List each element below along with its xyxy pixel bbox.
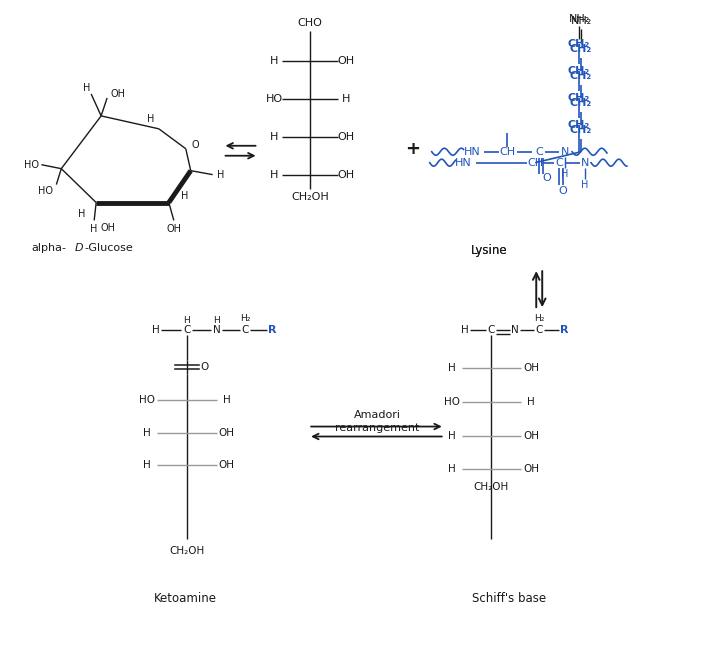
Text: H: H xyxy=(270,170,279,180)
Text: OH: OH xyxy=(166,224,182,234)
Text: Schiff's base: Schiff's base xyxy=(473,592,547,605)
Text: OH: OH xyxy=(523,464,539,474)
Text: C: C xyxy=(183,325,190,335)
Text: CH₂OH: CH₂OH xyxy=(474,482,509,492)
Text: H: H xyxy=(91,224,98,234)
Text: OH: OH xyxy=(523,430,539,441)
Text: H: H xyxy=(270,132,279,142)
Text: H: H xyxy=(527,397,535,406)
Text: HO: HO xyxy=(139,395,155,404)
Text: Lysine: Lysine xyxy=(471,244,507,257)
Text: O: O xyxy=(543,173,552,183)
Text: CH₂: CH₂ xyxy=(568,39,590,49)
Text: CH₂: CH₂ xyxy=(568,120,590,130)
Text: H: H xyxy=(152,325,160,335)
Text: Ketoamine: Ketoamine xyxy=(154,592,217,605)
Text: OH: OH xyxy=(219,428,234,437)
Text: OH: OH xyxy=(338,170,354,180)
Text: H₂: H₂ xyxy=(240,313,250,322)
Text: OH: OH xyxy=(101,223,115,233)
Text: N: N xyxy=(581,157,590,168)
Text: Lysine: Lysine xyxy=(471,244,507,257)
Text: CH₂OH: CH₂OH xyxy=(291,192,329,201)
Text: H: H xyxy=(448,430,455,441)
Text: HO: HO xyxy=(24,160,39,170)
Text: +: + xyxy=(405,140,420,158)
Text: R: R xyxy=(560,325,568,335)
Text: D: D xyxy=(74,243,83,253)
Text: R: R xyxy=(268,325,277,335)
Text: NH₂: NH₂ xyxy=(571,16,592,26)
Text: H: H xyxy=(78,210,85,219)
Text: H: H xyxy=(448,362,455,373)
Text: CH₂OH: CH₂OH xyxy=(169,546,205,556)
Text: -Glucose: -Glucose xyxy=(84,243,133,253)
Text: C: C xyxy=(555,157,563,168)
Text: CH: CH xyxy=(499,147,515,157)
Text: CH₂: CH₂ xyxy=(570,44,592,54)
Text: H: H xyxy=(342,94,350,104)
Text: CH₂: CH₂ xyxy=(570,125,592,135)
Text: NH₂: NH₂ xyxy=(568,14,590,25)
Text: C: C xyxy=(535,147,543,157)
Text: H: H xyxy=(213,315,220,324)
Text: HN: HN xyxy=(455,157,472,168)
Text: HO: HO xyxy=(444,397,460,406)
Text: OH: OH xyxy=(338,132,354,142)
Text: O: O xyxy=(192,140,200,150)
Text: H: H xyxy=(184,315,190,324)
Text: OH: OH xyxy=(523,362,539,373)
Text: C: C xyxy=(488,325,495,335)
Text: C: C xyxy=(242,325,249,335)
Text: CH₂: CH₂ xyxy=(570,98,592,108)
Text: C: C xyxy=(536,325,543,335)
Text: CH₂: CH₂ xyxy=(570,71,592,81)
Text: OH: OH xyxy=(110,89,126,99)
Text: N: N xyxy=(561,147,569,157)
Text: alpha-: alpha- xyxy=(31,243,67,253)
Text: H₂: H₂ xyxy=(534,313,544,322)
Text: OH: OH xyxy=(219,461,234,470)
Text: CHO: CHO xyxy=(298,18,322,28)
Text: HN: HN xyxy=(464,147,481,157)
Text: O: O xyxy=(200,362,209,372)
Text: O: O xyxy=(559,186,568,195)
Text: H: H xyxy=(270,56,279,66)
Text: H: H xyxy=(217,170,224,180)
Text: HO: HO xyxy=(266,94,283,104)
Text: H: H xyxy=(143,428,151,437)
Text: CH₂: CH₂ xyxy=(568,93,590,103)
Text: Amadori: Amadori xyxy=(354,410,401,420)
Text: H: H xyxy=(461,325,468,335)
Text: OH: OH xyxy=(338,56,354,66)
Text: H: H xyxy=(143,461,151,470)
Text: H: H xyxy=(147,114,155,124)
Text: HO: HO xyxy=(38,186,53,195)
Text: H: H xyxy=(181,190,189,201)
Text: H: H xyxy=(448,464,455,474)
Text: N: N xyxy=(511,325,519,335)
Text: H: H xyxy=(582,179,589,190)
Text: CH: CH xyxy=(527,157,543,168)
Text: H: H xyxy=(83,83,90,93)
Text: H: H xyxy=(223,395,230,404)
Text: H: H xyxy=(561,168,568,179)
Text: N: N xyxy=(213,325,221,335)
Text: CH₂: CH₂ xyxy=(568,66,590,76)
Text: rearrangement: rearrangement xyxy=(335,422,419,433)
